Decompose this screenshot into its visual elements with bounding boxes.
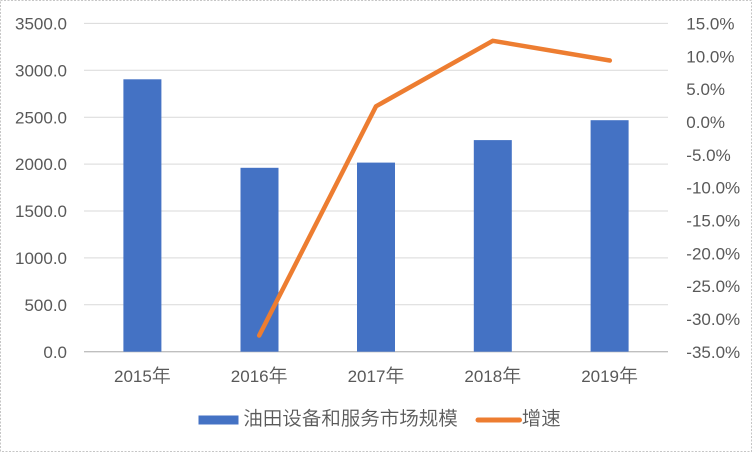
svg-text:3000.0: 3000.0: [15, 61, 67, 80]
svg-text:2015: 2015: [114, 367, 152, 386]
svg-text:2019: 2019: [581, 367, 619, 386]
svg-text:3500.0: 3500.0: [15, 15, 67, 34]
svg-text:-30.0%: -30.0%: [686, 310, 740, 329]
svg-text:0.0: 0.0: [43, 343, 67, 362]
svg-text:-5.0%: -5.0%: [686, 146, 730, 165]
svg-text:1500.0: 1500.0: [15, 202, 67, 221]
svg-text:2000.0: 2000.0: [15, 155, 67, 174]
svg-text:1000.0: 1000.0: [15, 249, 67, 268]
svg-text:-25.0%: -25.0%: [686, 277, 740, 296]
svg-text:-35.0%: -35.0%: [686, 343, 740, 362]
svg-text:15.0%: 15.0%: [686, 15, 734, 34]
svg-text:-10.0%: -10.0%: [686, 179, 740, 198]
svg-text:0.0%: 0.0%: [686, 113, 725, 132]
svg-text:2018: 2018: [464, 367, 502, 386]
svg-text:-15.0%: -15.0%: [686, 212, 740, 231]
svg-text:2500.0: 2500.0: [15, 108, 67, 127]
svg-text:2016: 2016: [231, 367, 269, 386]
svg-text:500.0: 500.0: [24, 296, 67, 315]
svg-text:10.0%: 10.0%: [686, 47, 734, 66]
svg-text:5.0%: 5.0%: [686, 80, 725, 99]
svg-text:2017: 2017: [348, 367, 386, 386]
svg-text:-20.0%: -20.0%: [686, 244, 740, 263]
